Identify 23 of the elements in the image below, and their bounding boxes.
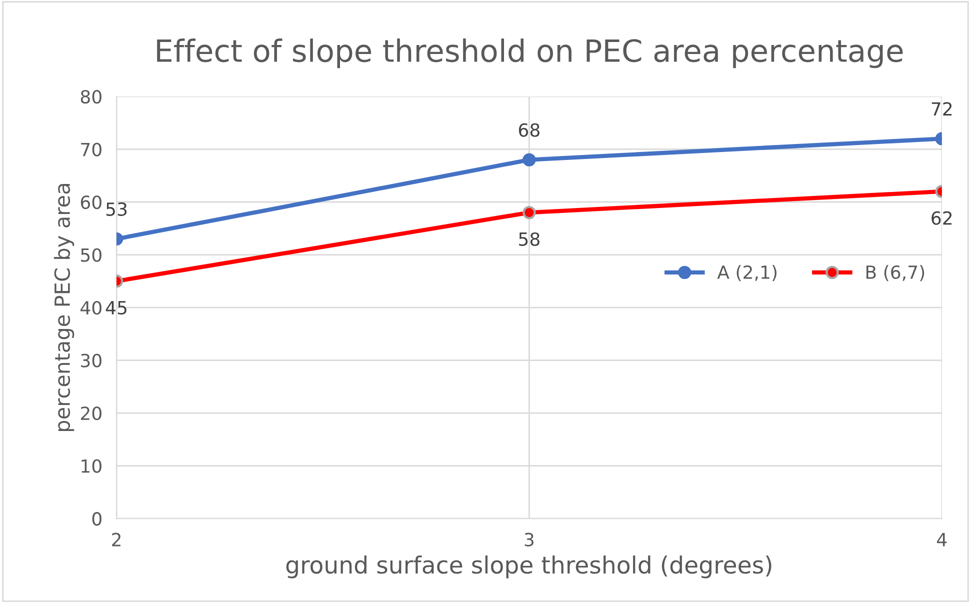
data-label: 53: [106, 202, 127, 216]
y-tick-label: 30: [81, 354, 102, 368]
y-tick-label: 40: [80, 300, 102, 315]
x-axis-title: ground surface slope threshold (degrees): [286, 556, 772, 578]
y-tick-label: 70: [81, 142, 102, 156]
y-tick-label: 60: [80, 195, 102, 210]
data-label: 68: [518, 123, 540, 137]
x-tick-label: 3: [524, 532, 534, 546]
data-label: 45: [106, 301, 126, 315]
y-axis-title: percentage PEC by area: [54, 184, 74, 432]
y-tick-label: 10: [82, 459, 102, 473]
legend-label: B (6,7): [866, 265, 924, 282]
y-tick-label: 80: [80, 90, 102, 104]
y-tick-label: 20: [80, 406, 102, 420]
legend-label: A (2,1): [717, 265, 776, 282]
data-label: 58: [519, 232, 540, 246]
x-tick-label: 4: [937, 533, 947, 546]
chart-title: Effect of slope threshold on PEC area percentage: [157, 38, 903, 68]
data-label: 72: [932, 102, 952, 116]
y-tick-label: 0: [92, 512, 102, 526]
y-tick-label: 50: [81, 248, 102, 262]
data-label: 62: [932, 211, 952, 225]
x-tick-label: 2: [112, 532, 120, 546]
